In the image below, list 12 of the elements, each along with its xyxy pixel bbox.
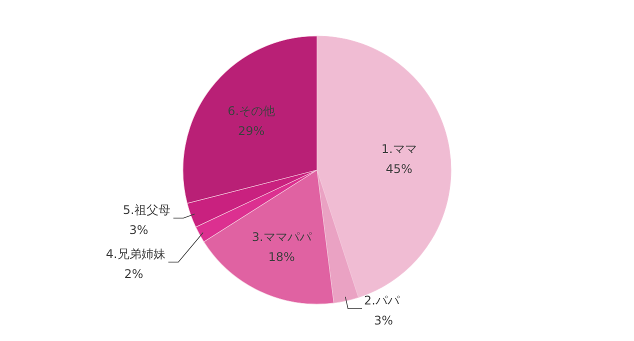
data-label: 45% — [386, 162, 412, 176]
slice-label: 5.祖父母 — [122, 203, 170, 218]
slice-label: 2.パパ — [364, 294, 400, 308]
data-label: 18% — [268, 250, 295, 264]
slice-label: 6.その他 — [228, 104, 276, 118]
slice-label: 1.ママ — [381, 142, 417, 156]
data-label: 3% — [374, 314, 394, 328]
slice-label: 3.ママパパ — [252, 230, 312, 244]
data-label: 2% — [124, 267, 144, 282]
data-label: 29% — [238, 124, 265, 138]
data-label: 3% — [129, 223, 148, 238]
slice-label: 4.兄弟姉妹 — [106, 247, 166, 262]
